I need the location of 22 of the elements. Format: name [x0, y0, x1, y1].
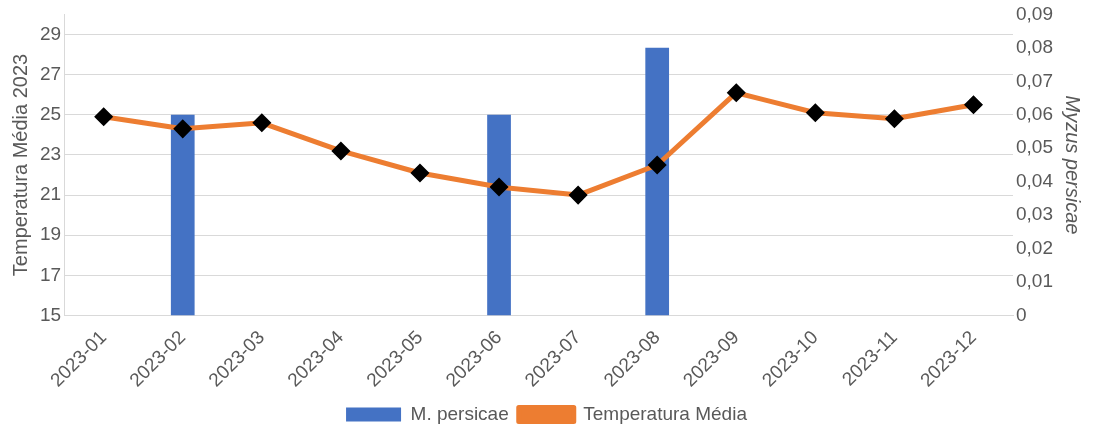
y-tick-label: 29 [39, 22, 62, 44]
legend-label: M. persicae [410, 402, 509, 424]
y2-tick-label: 0 [1016, 303, 1027, 325]
y-tick-label: 21 [39, 183, 62, 205]
y2-tick-label: 0,07 [1016, 69, 1053, 91]
y-axis-title: Temperatura Média 2023 [8, 53, 31, 277]
y-tick-label: 15 [39, 303, 62, 325]
y2-axis-title: Myzus persicae [1062, 95, 1085, 235]
y2-tick-label: 0,04 [1016, 169, 1054, 191]
y-tick-label: 27 [39, 62, 62, 84]
y2-tick-label: 0,03 [1016, 203, 1053, 225]
legend-label: Temperatura Média [583, 402, 748, 424]
y2-tick-label: 0,05 [1016, 136, 1053, 158]
y2-tick-label: 0,09 [1016, 2, 1053, 24]
y-tick-label: 23 [39, 143, 62, 165]
y2-tick-label: 0,02 [1016, 236, 1053, 258]
y-tick-label: 19 [39, 223, 62, 245]
y2-tick-label: 0,08 [1016, 36, 1053, 58]
y2-tick-label: 0,06 [1016, 103, 1053, 125]
y2-tick-label: 0,01 [1016, 270, 1053, 292]
y-tick-label: 17 [39, 263, 62, 285]
y-tick-label: 25 [39, 103, 62, 125]
